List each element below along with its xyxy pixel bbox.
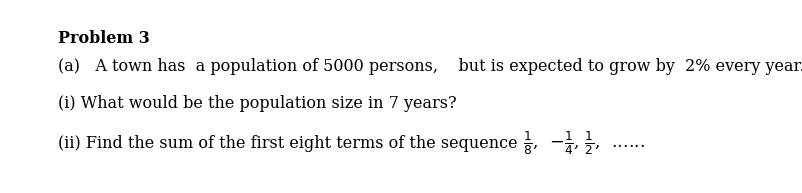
Text: $\frac{1}{8}$,  $-\frac{1}{4}$, $\frac{1}{2}$,  ......: $\frac{1}{8}$, $-\frac{1}{4}$, $\frac{1}…	[522, 129, 644, 157]
Text: (a)   A town has  a population of 5000 persons,    but is expected to grow by  2: (a) A town has a population of 5000 pers…	[58, 58, 802, 75]
Text: (i) What would be the population size in 7 years?: (i) What would be the population size in…	[58, 95, 456, 112]
Text: (ii) Find the sum of the first eight terms of the sequence: (ii) Find the sum of the first eight ter…	[58, 135, 522, 152]
Text: Problem 3: Problem 3	[58, 30, 149, 47]
